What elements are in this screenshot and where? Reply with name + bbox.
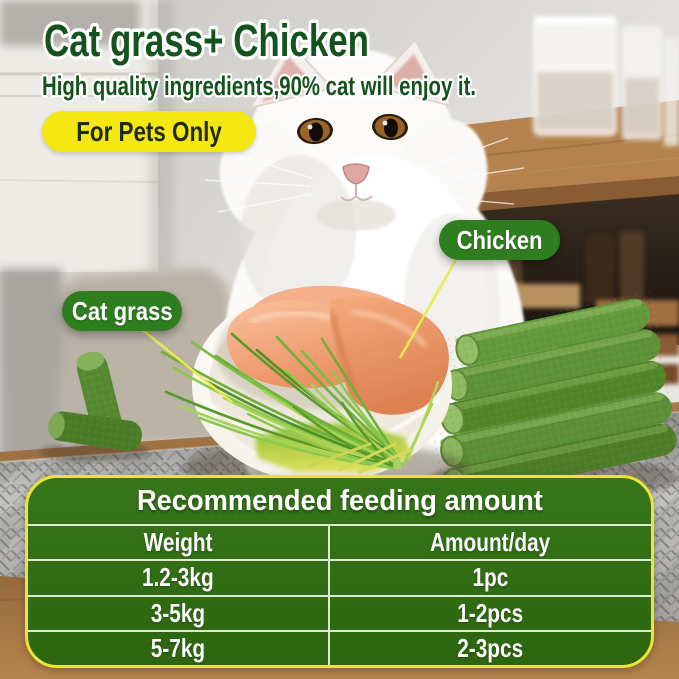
page-subtitle: High quality ingredients,90% cat will en… [42, 71, 476, 101]
feeding-table-grid: Weight Amount/day 1.2-3kg 1pc 3-5kg 1-2p… [28, 524, 651, 665]
feeding-table: Recommended feeding amount Weight Amount… [25, 475, 654, 668]
callout-cat-grass: Cat grass [62, 291, 182, 331]
page-title: Cat grass+ Chicken [44, 15, 369, 66]
table-row: 1pc [328, 559, 651, 595]
callout-chicken: Chicken [439, 220, 560, 260]
callout-chicken-label: Chicken [456, 224, 543, 255]
pointer-line-grass [139, 327, 233, 403]
table-row: 3-5kg [28, 594, 328, 630]
table-row: 5-7kg [28, 629, 328, 665]
cat-eyes [297, 113, 408, 145]
table-row: 2-3pcs [328, 629, 651, 665]
left-treat-sticks [40, 351, 150, 462]
food-bowl [160, 285, 467, 494]
for-pets-only-badge: For Pets Only [42, 111, 257, 152]
cat-nose-mouth [340, 163, 373, 202]
pointer-line-chicken [398, 257, 459, 359]
feeding-table-title: Recommended feeding amount [136, 484, 543, 517]
drinking-glasses [533, 16, 679, 146]
column-header-amount: Amount/day [328, 524, 651, 560]
badge-label: For Pets Only [76, 115, 222, 147]
cat-grass-blades [160, 332, 440, 474]
cat-ears [247, 38, 455, 110]
right-treat-sticks-pile [412, 290, 679, 506]
table-row: 1-2pcs [328, 594, 651, 630]
table-row: 1.2-3kg [28, 559, 328, 594]
cat-whiskers [204, 137, 525, 227]
callout-cat-grass-label: Cat grass [71, 295, 173, 326]
column-header-weight: Weight [28, 524, 328, 559]
